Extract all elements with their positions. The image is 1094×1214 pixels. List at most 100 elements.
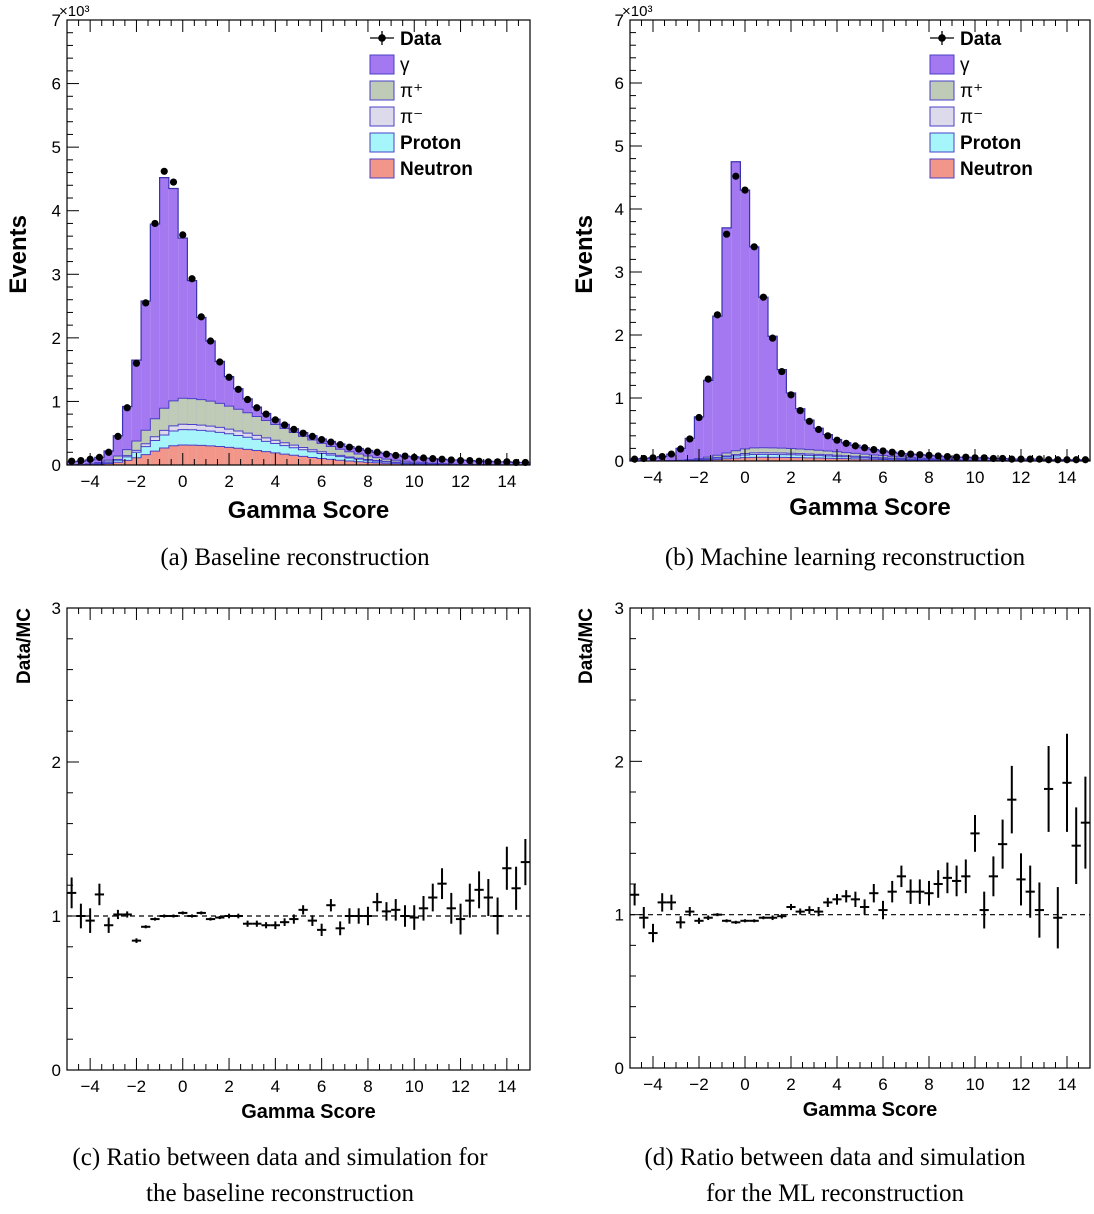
x-tick-label: 0 (178, 1077, 187, 1096)
x-tick-label: 8 (924, 1075, 933, 1094)
y-tick-label: 1 (52, 907, 61, 926)
gamma-bar (196, 317, 206, 465)
data-point (123, 404, 131, 412)
x-tick-label: 14 (497, 472, 516, 491)
neutron-bar (768, 457, 778, 461)
data-point (704, 375, 712, 383)
data-point (447, 456, 455, 464)
y-tick-label: 2 (615, 326, 624, 345)
neutron-bar (307, 457, 318, 465)
data-point (327, 438, 335, 446)
data-point (805, 417, 814, 425)
legend-label: π⁺ (960, 81, 983, 102)
y-tick-label: 6 (52, 75, 61, 94)
neutron-bar (804, 457, 814, 461)
data-point (943, 452, 952, 461)
gamma-bar (814, 428, 824, 461)
data-point (1035, 455, 1043, 463)
neutron-bar (122, 460, 132, 465)
data-point (631, 455, 639, 463)
neutron-bar (795, 457, 805, 461)
data-point (142, 299, 150, 307)
y-tick-label: 5 (615, 137, 624, 156)
neutron-bar (869, 459, 879, 461)
gamma-bar (122, 406, 132, 465)
x-tick-label: 10 (405, 1077, 424, 1096)
legend-swatch (929, 158, 955, 179)
y-tick-label: 2 (52, 329, 61, 348)
neutron-bar (841, 458, 851, 461)
y-tick-label: 4 (52, 202, 61, 221)
x-tick-label: 6 (878, 1075, 887, 1094)
x-tick-label: 2 (786, 1075, 795, 1094)
neutron-bar (335, 460, 345, 465)
legend-label: Neutron (960, 159, 1033, 180)
data-points (631, 172, 1089, 464)
data-point (695, 413, 703, 422)
y-tick-label: 2 (615, 752, 624, 771)
caption-b: (b) Machine learning reconstruction (664, 544, 1026, 571)
gamma-bar (703, 380, 713, 461)
gamma-bar (758, 297, 768, 461)
ratio-points (630, 733, 1090, 949)
gamma-bar (694, 416, 704, 461)
data-point (419, 454, 428, 462)
data-point (769, 334, 777, 342)
x-tick-label: 6 (878, 468, 887, 487)
gamma-bar (141, 300, 151, 465)
gamma-bar (187, 280, 197, 465)
data-point (907, 450, 915, 458)
plot-frame (629, 607, 1091, 1069)
neutron-bar (712, 459, 722, 461)
data-point (271, 416, 279, 424)
neutron-bar (252, 450, 262, 465)
x-tick-label: 4 (271, 472, 280, 491)
data-point (299, 429, 307, 437)
legend-marker-dot (938, 34, 946, 42)
neutron-bar (215, 446, 225, 465)
data-point (686, 435, 694, 443)
gamma-bar (777, 369, 787, 461)
gamma-bar (823, 434, 833, 461)
data-point (759, 293, 768, 301)
x-tick-label: 12 (1012, 1075, 1031, 1094)
x-axis-title: Gamma Score (228, 497, 389, 524)
x-tick-label: −4 (80, 1077, 99, 1096)
caption-c: (c) Ratio between data and simulation fo… (20, 1140, 540, 1212)
legend-swatch (929, 132, 955, 153)
neutron-bar (150, 451, 160, 465)
data-point (796, 407, 804, 415)
legend-label: π⁻ (400, 107, 423, 128)
data-point (225, 373, 233, 381)
x-tick-label: 10 (966, 468, 985, 487)
data-point (262, 410, 270, 418)
legend-swatch (929, 106, 955, 127)
data-point (953, 453, 961, 461)
data-point (197, 313, 205, 321)
legend: Data γ π⁺ π⁻ Proton Neutron (929, 29, 1033, 180)
x-tick-label: 2 (224, 1077, 233, 1096)
data-point (151, 219, 159, 228)
caption-d: (d) Ratio between data and simulation fo… (575, 1140, 1094, 1212)
x-tick-label: 0 (740, 468, 749, 487)
caption-c-line-2: the baseline reconstruction (146, 1180, 414, 1207)
data-point (355, 445, 363, 453)
data-point (1081, 456, 1089, 464)
data-point (401, 452, 409, 460)
neutron-bar (731, 458, 741, 461)
neutron-bar (814, 458, 824, 461)
gamma-bar (749, 246, 759, 461)
data-point (105, 448, 113, 456)
neutron-bar (354, 461, 364, 465)
x-tick-label: 6 (317, 472, 326, 491)
ratio-points (67, 839, 530, 943)
background-stacks (67, 397, 530, 466)
data-point (677, 445, 685, 453)
y-axis-title: Data/MC (576, 608, 597, 684)
x-tick-label: 8 (363, 1077, 372, 1096)
x-axis-title: Gamma Score (241, 1101, 376, 1123)
legend-label: π⁺ (400, 81, 423, 102)
gamma-bar (731, 161, 741, 461)
y-tick-label: 6 (615, 74, 624, 93)
